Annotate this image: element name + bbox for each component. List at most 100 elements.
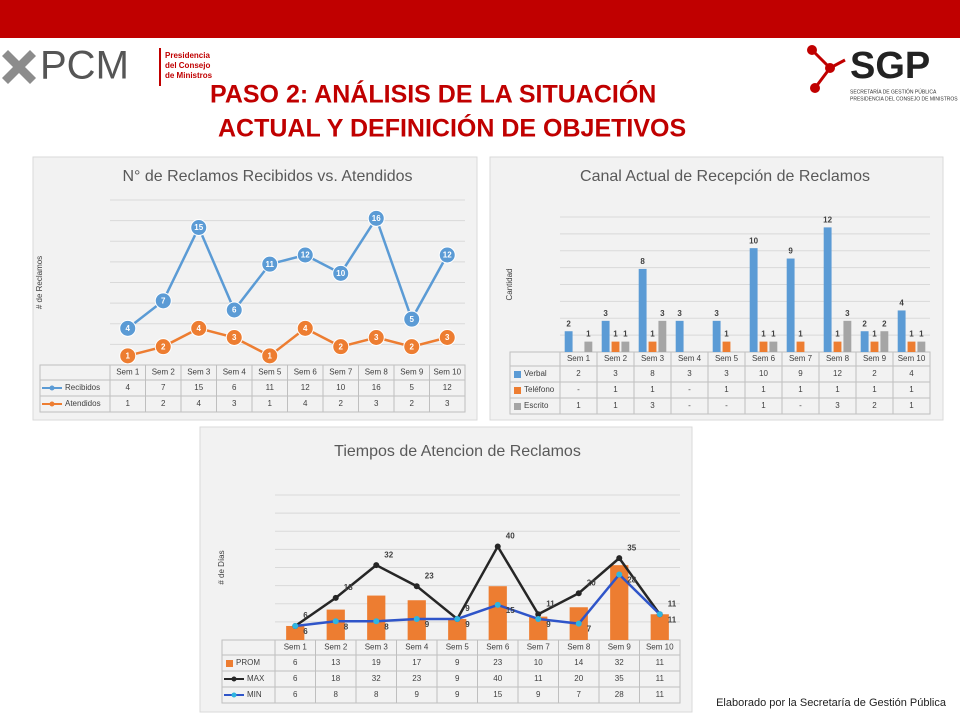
x-tick-label: Sem 9 xyxy=(608,643,632,652)
bar xyxy=(823,227,832,352)
table-value: - xyxy=(799,401,802,410)
data-label: 1 xyxy=(872,330,877,339)
data-label: 6 xyxy=(232,306,237,315)
bar xyxy=(897,310,906,352)
slide-title: PASO 2: ANÁLISIS DE LA SITUACIÓN xyxy=(210,79,656,109)
table-value: 2 xyxy=(576,369,581,378)
data-label: 5 xyxy=(410,315,415,324)
data-label: 2 xyxy=(161,342,166,351)
data-label: 10 xyxy=(336,269,345,278)
x-tick-label: Sem 1 xyxy=(284,643,308,652)
data-label: 3 xyxy=(845,309,850,318)
table-value: 7 xyxy=(161,383,166,392)
table-value: 18 xyxy=(331,674,340,683)
data-label: 23 xyxy=(425,571,434,580)
marker xyxy=(616,555,623,562)
pcm-logo: PCM Presidencia del Consejo de Ministros xyxy=(2,44,213,88)
marker xyxy=(403,310,421,328)
marker xyxy=(494,601,501,608)
bar xyxy=(722,341,731,352)
series-line xyxy=(126,215,449,330)
sgp-logo: SGP SECRETARÍA DE GESTIÓN PÚBLICA PRESID… xyxy=(807,45,958,102)
table-value: 11 xyxy=(656,690,665,699)
table-value: 9 xyxy=(455,690,460,699)
marker xyxy=(332,264,350,282)
x-tick-label: Sem 6 xyxy=(486,643,510,652)
bar xyxy=(796,341,805,352)
marker xyxy=(190,219,208,236)
bar xyxy=(610,565,629,640)
data-label: 1 xyxy=(919,330,924,339)
data-label: 15 xyxy=(194,223,203,232)
table-value: 4 xyxy=(197,399,202,408)
table-value: 1 xyxy=(650,385,655,394)
table-value: 3 xyxy=(835,401,840,410)
data-label: 3 xyxy=(232,333,237,342)
table-value: 1 xyxy=(909,385,914,394)
data-label: 12 xyxy=(443,251,452,260)
data-label: 2 xyxy=(882,319,887,328)
data-label: 1 xyxy=(126,351,131,360)
table-value: 1 xyxy=(724,385,729,394)
table-value: 15 xyxy=(493,690,502,699)
data-label: 12 xyxy=(301,251,310,260)
table-value: 8 xyxy=(650,369,655,378)
marker xyxy=(367,209,385,227)
x-tick-label: Sem 4 xyxy=(678,354,702,363)
table-value: 32 xyxy=(615,658,624,667)
table-value: 2 xyxy=(339,399,344,408)
table-value: 1 xyxy=(268,399,273,408)
table-value: 3 xyxy=(374,399,379,408)
table-value: 1 xyxy=(835,385,840,394)
x-tick-label: Sem 6 xyxy=(294,368,318,377)
footer: Elaborado por la Secretaría de Gestión P… xyxy=(716,697,947,709)
data-label: 11 xyxy=(668,599,677,608)
legend-swatch xyxy=(226,660,233,667)
data-label: 1 xyxy=(771,330,776,339)
chart-bg xyxy=(199,426,693,713)
y-axis-label: # de Reclamos xyxy=(35,256,44,309)
data-label: 1 xyxy=(623,330,628,339)
table-value: 10 xyxy=(336,383,345,392)
table-value: 12 xyxy=(833,369,842,378)
data-label: 20 xyxy=(587,578,596,587)
bar xyxy=(584,341,593,352)
data-label: 3 xyxy=(677,309,682,318)
bar xyxy=(843,320,852,352)
logo-sub: PRESIDENCIA DEL CONSEJO DE MINISTROS xyxy=(850,96,958,102)
bar xyxy=(448,618,467,640)
data-label: 9 xyxy=(425,620,430,629)
marker xyxy=(413,583,420,590)
table-value: 28 xyxy=(615,690,624,699)
table-value: - xyxy=(688,385,691,394)
table-value: 3 xyxy=(613,369,618,378)
data-label: 8 xyxy=(344,622,349,631)
table-value: 20 xyxy=(574,674,583,683)
marker xyxy=(119,319,137,337)
x-tick-label: Sem 5 xyxy=(446,643,470,652)
bar xyxy=(621,341,630,352)
y-axis-label: Cantidad xyxy=(505,268,514,300)
bar xyxy=(712,320,721,352)
logo-text: SGP xyxy=(850,45,930,87)
x-tick-label: Sem 5 xyxy=(258,368,282,377)
x-tick-label: Sem 8 xyxy=(826,354,850,363)
x-tick-label: Sem 2 xyxy=(604,354,628,363)
marker xyxy=(373,562,380,569)
logo-sub: SECRETARÍA DE GESTIÓN PÚBLICA xyxy=(850,88,937,95)
table-value: 1 xyxy=(613,401,618,410)
marker xyxy=(154,292,172,310)
table-value: 2 xyxy=(872,369,877,378)
data-label: 6 xyxy=(303,611,308,620)
bar xyxy=(286,625,305,640)
data-label: 3 xyxy=(445,333,450,342)
table-value: 4 xyxy=(303,399,308,408)
bar xyxy=(917,341,926,352)
table-value: 11 xyxy=(656,658,665,667)
x-tick-label: Sem 2 xyxy=(324,643,348,652)
bar xyxy=(529,616,548,640)
x-tick-label: Sem 2 xyxy=(152,368,176,377)
bar xyxy=(564,331,573,352)
marker xyxy=(261,347,279,365)
table-value: 15 xyxy=(194,383,203,392)
